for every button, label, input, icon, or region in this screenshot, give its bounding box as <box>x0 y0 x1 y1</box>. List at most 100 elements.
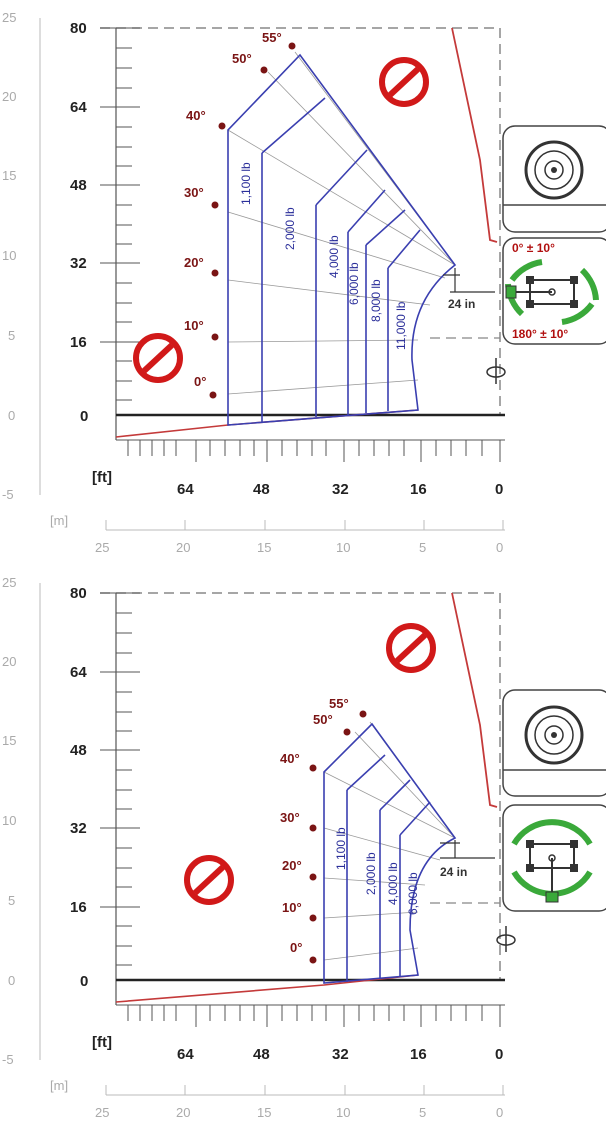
load-envelope <box>227 53 457 426</box>
clearance-marker <box>443 268 495 293</box>
m-xtick-5: 5 <box>419 1105 426 1120</box>
clearance-marker <box>440 840 495 859</box>
load-label-1100: 1,100 lb <box>334 827 348 870</box>
no-entry-icon <box>184 855 234 905</box>
m-xtick-0: 0 <box>496 540 503 555</box>
load-label-2000: 2,000 lb <box>364 852 378 895</box>
angle-label-10: 10° <box>282 900 302 915</box>
m-xtick-10: 10 <box>336 540 350 555</box>
right-boundary-line <box>451 27 498 243</box>
angle-markers <box>309 710 367 964</box>
no-entry-icon <box>379 57 429 107</box>
angle-label-0: 0° <box>194 374 206 389</box>
ft-tick-64: 64 <box>70 99 87 116</box>
m-tick-15: 15 <box>2 733 16 748</box>
m-xtick-25: 25 <box>95 540 109 555</box>
no-entry-icon <box>386 623 436 673</box>
ft-xtick-32: 32 <box>332 1046 349 1063</box>
ft-tick-16: 16 <box>70 899 87 916</box>
ft-tick-80: 80 <box>70 20 87 37</box>
m-tick-10: 10 <box>2 813 16 828</box>
m-xtick-10: 10 <box>336 1105 350 1120</box>
ft-xtick-48: 48 <box>253 1046 270 1063</box>
angle-label-40: 40° <box>280 751 300 766</box>
wheel-panel <box>502 689 606 797</box>
load-label-1100: 1,100 lb <box>239 162 253 205</box>
wheel-icon <box>524 140 584 200</box>
m-tick-20: 20 <box>2 89 16 104</box>
m-xtick-5: 5 <box>419 540 426 555</box>
ft-tick-32: 32 <box>70 255 87 272</box>
load-label-4000: 4,000 lb <box>327 235 341 278</box>
angle-label-30: 30° <box>184 185 204 200</box>
chassis-rotation-icon <box>505 259 599 325</box>
angle-label-20: 20° <box>184 255 204 270</box>
ft-tick-48: 48 <box>70 177 87 194</box>
ft-tick-0: 0 <box>80 973 88 990</box>
ft-tick-32: 32 <box>70 820 87 837</box>
angle-lines <box>227 51 456 395</box>
rotation-top-label: 0° ± 10° <box>512 241 555 255</box>
m-xtick-0: 0 <box>496 1105 503 1120</box>
ft-tick-64: 64 <box>70 664 87 681</box>
m-xtick-15: 15 <box>257 540 271 555</box>
angle-label-55: 55° <box>329 696 349 711</box>
m-xtick-25: 25 <box>95 1105 109 1120</box>
rotation-arrow-icon <box>496 926 516 952</box>
m-xtick-20: 20 <box>176 1105 190 1120</box>
m-tick-20: 20 <box>2 654 16 669</box>
rotation-panel: 0° ± 10° 180° ± 10° <box>502 237 606 345</box>
ft-xtick-0: 0 <box>495 1046 503 1063</box>
ft-unit-label: [ft] <box>92 469 112 486</box>
load-diagram-2: 25 20 15 10 5 0 -5 80 64 48 32 16 0 <box>2 575 606 1120</box>
ft-xtick-16: 16 <box>410 481 427 498</box>
rotation-bottom-label: 180° ± 10° <box>512 327 568 341</box>
wheel-icon <box>524 705 584 765</box>
ft-xtick-16: 16 <box>410 1046 427 1063</box>
load-label-2000: 2,000 lb <box>283 207 297 250</box>
ft-tick-48: 48 <box>70 742 87 759</box>
m-xtick-20: 20 <box>176 540 190 555</box>
m-tick-5: 5 <box>8 328 15 343</box>
angle-label-40: 40° <box>186 108 206 123</box>
m-tick-0: 0 <box>8 973 15 988</box>
ft-xtick-64: 64 <box>177 481 194 498</box>
ft-xtick-32: 32 <box>332 481 349 498</box>
angle-label-20: 20° <box>282 858 302 873</box>
ft-xtick-48: 48 <box>253 481 270 498</box>
load-label-6000: 6,000 lb <box>347 262 361 305</box>
ft-unit-label: [ft] <box>92 1034 112 1051</box>
load-envelope <box>323 722 457 984</box>
ft-xtick-0: 0 <box>495 481 503 498</box>
rotation-panel <box>502 804 606 912</box>
angle-label-30: 30° <box>280 810 300 825</box>
rotation-arrow-icon <box>486 358 506 384</box>
load-label-11000: 11,000 lb <box>394 301 408 350</box>
load-label-4000: 4,000 lb <box>386 862 400 905</box>
ft-tick-0: 0 <box>80 408 88 425</box>
angle-label-55: 55° <box>262 30 282 45</box>
load-label-8000: 8,000 lb <box>369 279 383 322</box>
ft-tick-80: 80 <box>70 585 87 602</box>
m-tick-0: 0 <box>8 408 15 423</box>
m-tick-25: 25 <box>2 10 16 25</box>
right-boundary-line <box>451 592 498 808</box>
ft-tick-16: 16 <box>70 334 87 351</box>
ft-xtick-64: 64 <box>177 1046 194 1063</box>
m-xtick-15: 15 <box>257 1105 271 1120</box>
m-tick-15: 15 <box>2 168 16 183</box>
angle-label-10: 10° <box>184 318 204 333</box>
clearance-label: 24 in <box>448 297 475 311</box>
wheel-panel <box>502 125 606 233</box>
m-tick-5: 5 <box>8 893 15 908</box>
m-tick-25: 25 <box>2 575 16 590</box>
load-diagram-1: 25 20 15 10 5 0 -5 80 64 48 32 16 0 <box>2 10 606 555</box>
chassis-rotation-icon <box>511 819 593 903</box>
clearance-label: 24 in <box>440 865 467 879</box>
no-entry-icon <box>133 333 183 383</box>
m-unit-label: [m] <box>50 1078 68 1093</box>
m-tick-neg5: -5 <box>2 487 14 502</box>
angle-label-0: 0° <box>290 940 302 955</box>
m-tick-neg5: -5 <box>2 1052 14 1067</box>
